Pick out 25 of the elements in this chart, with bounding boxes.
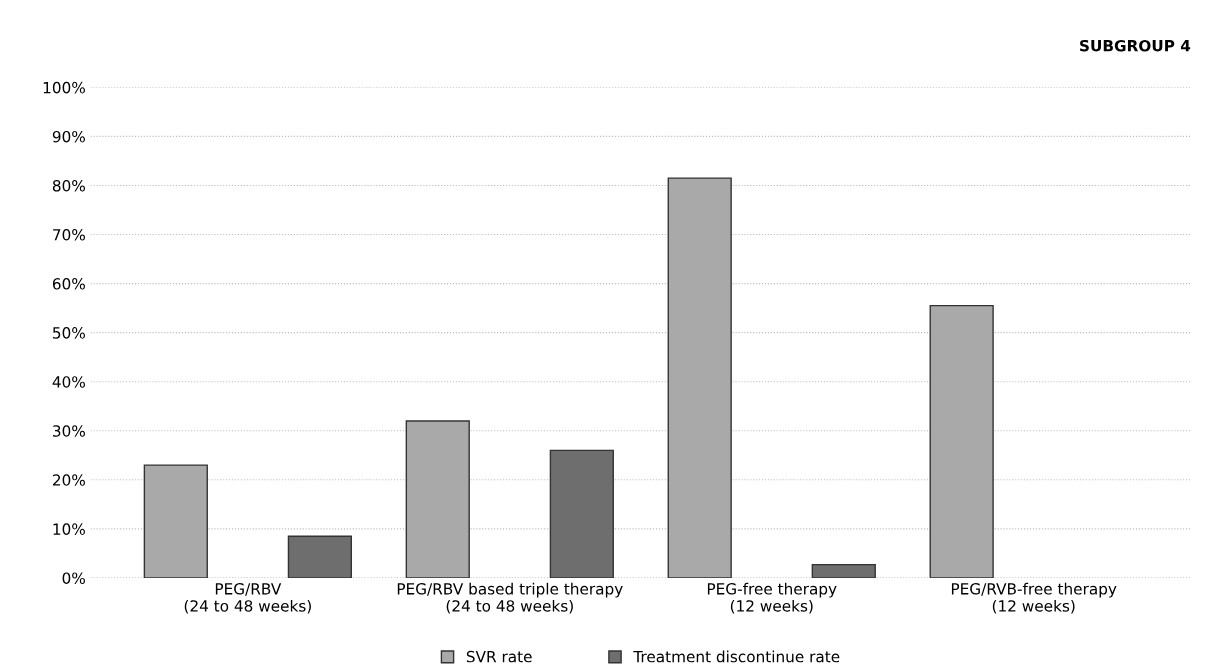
y-tick-label: 60% bbox=[52, 278, 85, 290]
bar bbox=[287, 535, 353, 578]
y-tick-label: 100% bbox=[43, 81, 85, 94]
y-tick-label: 50% bbox=[53, 327, 85, 339]
legend-label: SVR rate bbox=[466, 650, 532, 663]
y-tick-label: 20% bbox=[52, 474, 85, 486]
y-tick-label: 0% bbox=[62, 572, 85, 584]
legend-label: Treatment discontinue rate bbox=[633, 650, 840, 663]
x-tick-label: PEG/RVB-free therapy (12 weeks) bbox=[951, 582, 1117, 614]
x-tick-label: PEG-free therapy (12 weeks) bbox=[707, 582, 837, 614]
bar bbox=[667, 177, 732, 578]
y-tick-label: 10% bbox=[53, 523, 85, 535]
y-tick-label: 30% bbox=[53, 425, 85, 437]
x-tick-label: PEG/RBV (24 to 48 weeks) bbox=[184, 583, 311, 614]
y-tick-label: 40% bbox=[52, 376, 85, 388]
bar bbox=[811, 563, 876, 578]
bar bbox=[143, 464, 208, 578]
bar bbox=[405, 420, 470, 578]
y-tick-label: 90% bbox=[52, 130, 85, 143]
x-tick-label: PEG/RBV based triple therapy (24 to 48 weeks) bbox=[397, 582, 623, 614]
y-tick-label: 70% bbox=[53, 228, 85, 241]
bar bbox=[549, 449, 614, 578]
chart-title: SUBGROUP 4 bbox=[1080, 39, 1191, 52]
bar bbox=[929, 304, 994, 578]
y-tick-label: 80% bbox=[52, 179, 85, 192]
